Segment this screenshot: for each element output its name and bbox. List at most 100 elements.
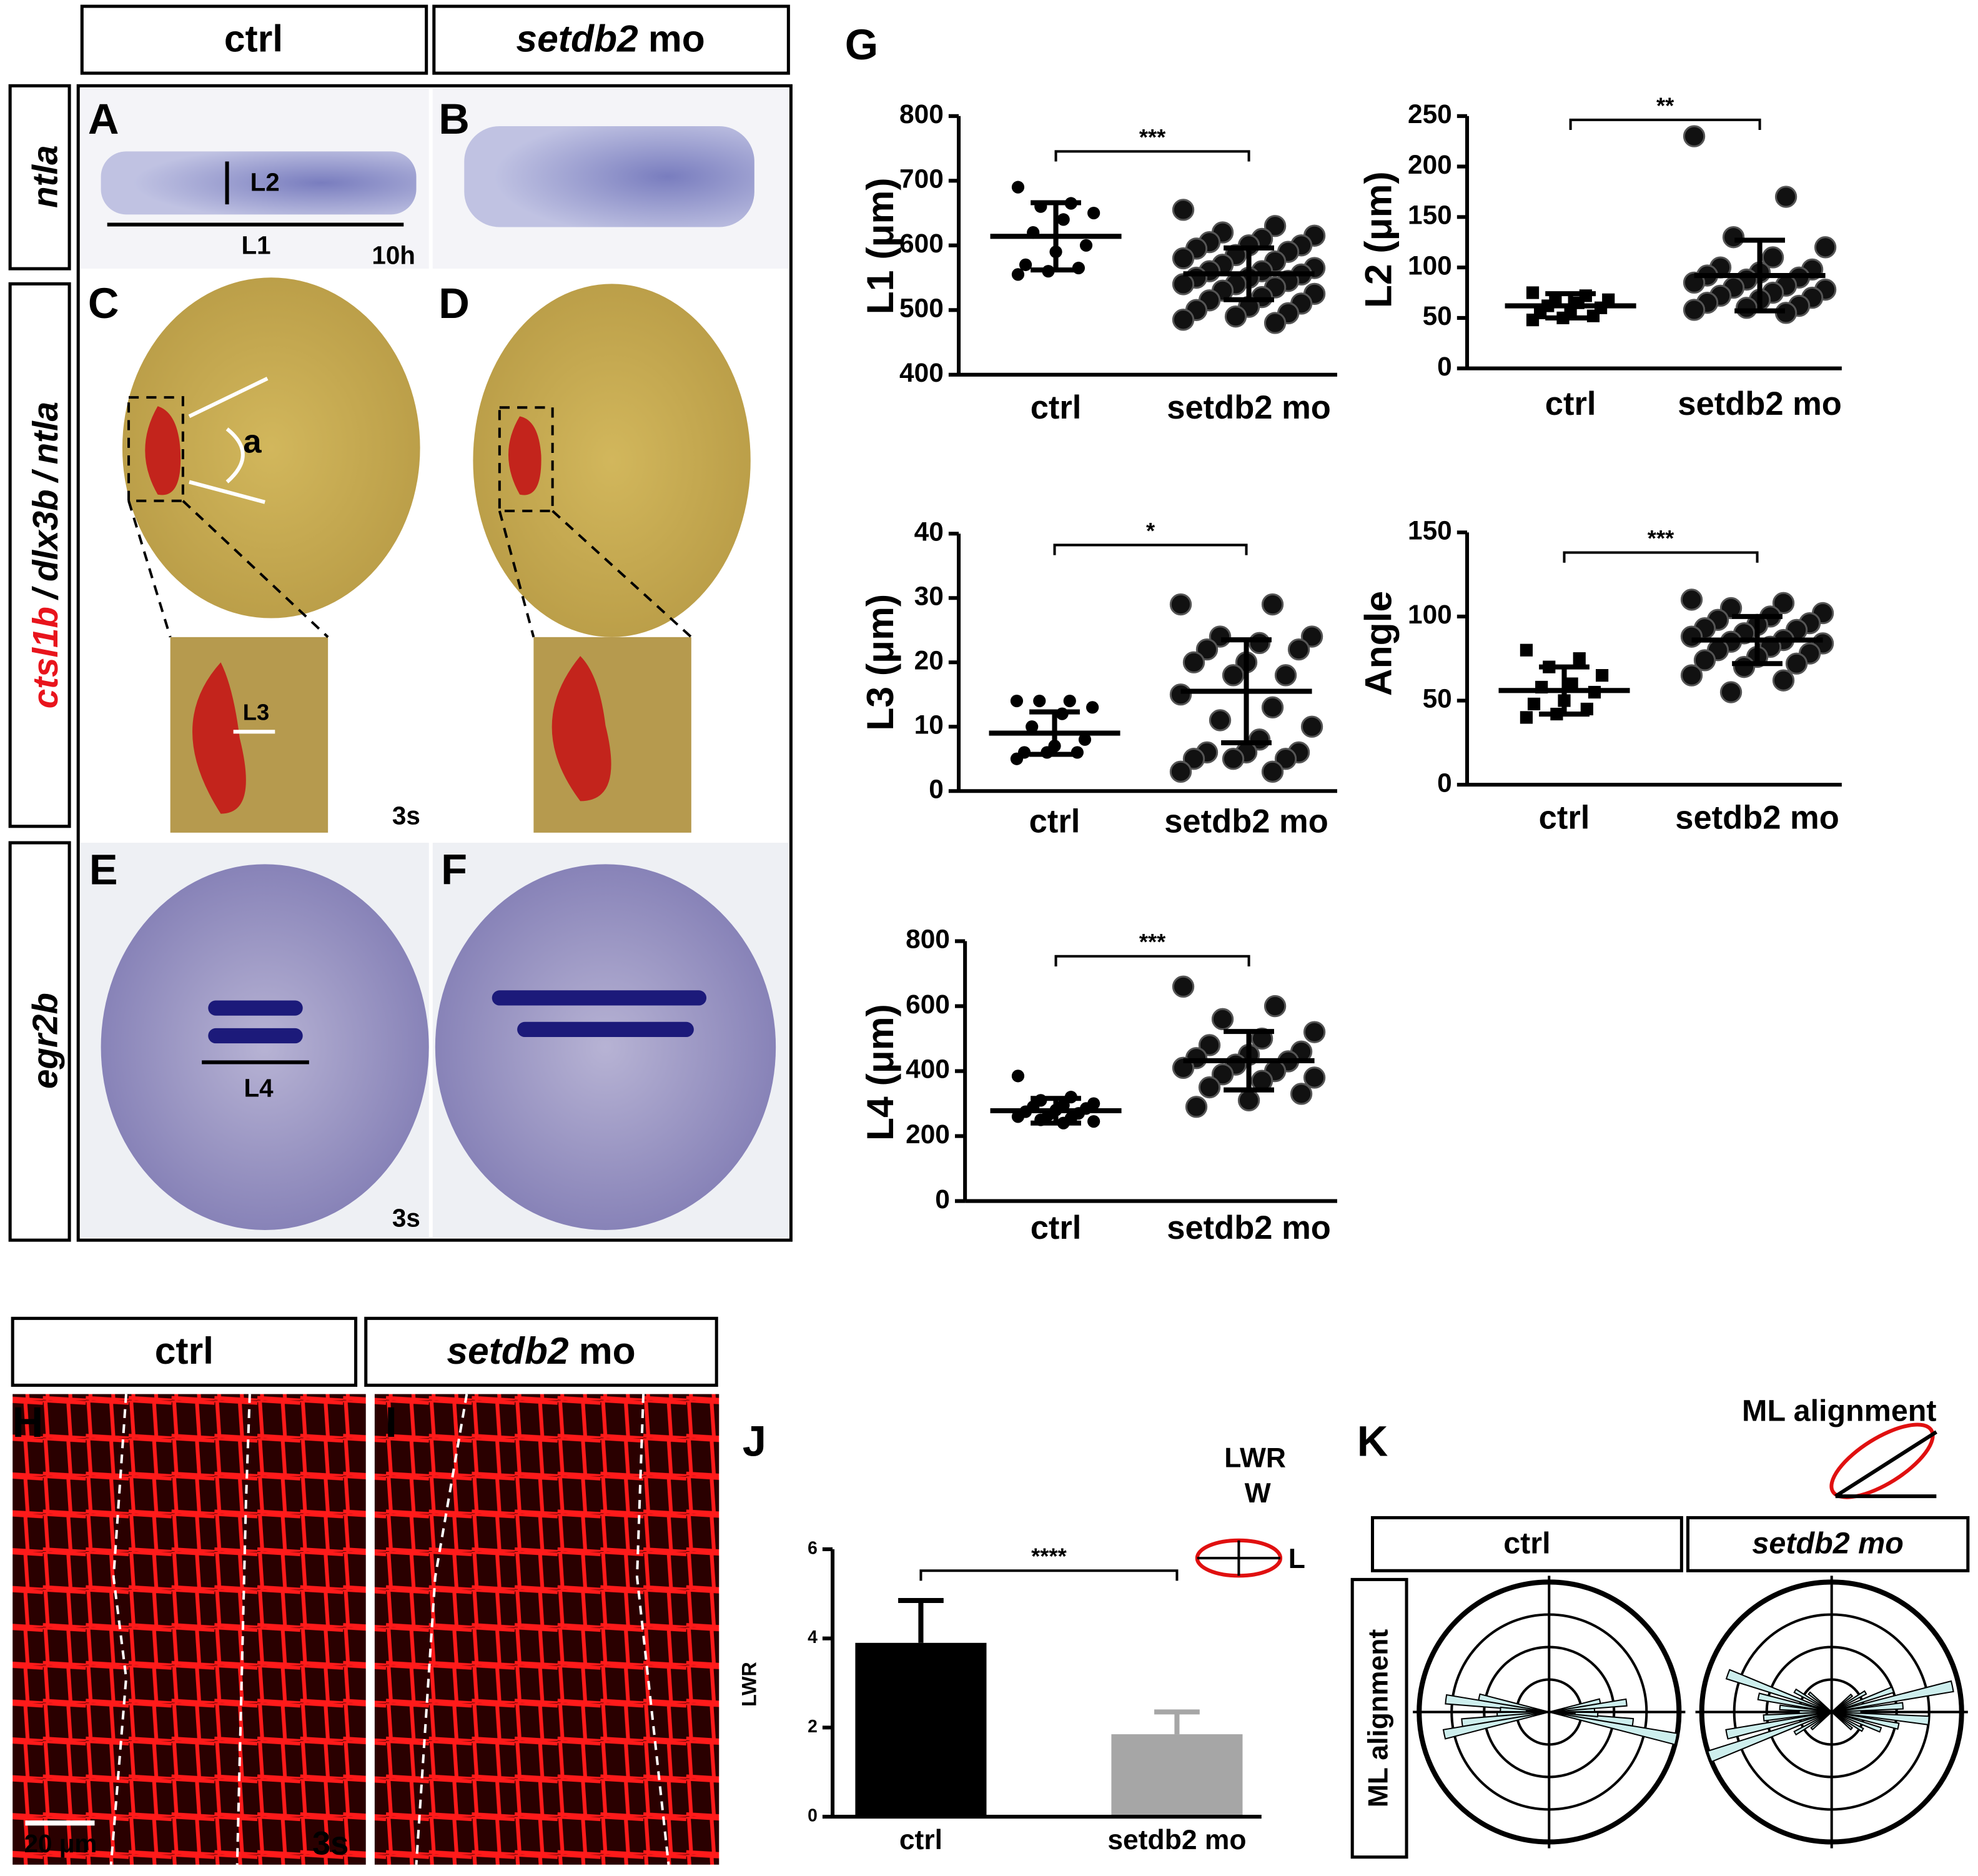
petal: [1810, 1711, 1832, 1731]
dot: [1169, 593, 1192, 616]
label: G: [845, 21, 878, 69]
dot: [1172, 309, 1195, 331]
dot: [1182, 748, 1205, 770]
error-bar: [1545, 291, 1596, 320]
y-axis-title: L3 (μm): [859, 594, 901, 731]
y-tick-label: 200: [1408, 150, 1452, 179]
dot: [1198, 1076, 1221, 1099]
y-tick-label: 30: [914, 581, 944, 610]
rose-title: setdb2 mo: [1752, 1527, 1903, 1561]
significance-bracket: [1563, 551, 1759, 563]
zoom-lines: [127, 396, 693, 638]
dot: [1010, 752, 1024, 765]
suffix: mo: [579, 1329, 636, 1372]
x-tick-label: ctrl: [899, 1825, 942, 1855]
boundary-lines: [109, 1394, 670, 1865]
label: ctrl: [155, 1329, 214, 1372]
label: ctrl: [224, 17, 283, 60]
dot: [1287, 638, 1310, 661]
label: L4: [244, 1074, 274, 1103]
row-label-part: ntla: [26, 402, 65, 465]
header-box: [11, 1316, 358, 1387]
error-bar: [1221, 637, 1272, 746]
header-box: [1370, 1516, 1683, 1572]
y-tick-label: 0: [1437, 352, 1452, 381]
petal: [1831, 1711, 1854, 1731]
dot: [1814, 236, 1837, 259]
petal: [1793, 1688, 1832, 1713]
header-box: [364, 1316, 718, 1387]
dot: [1209, 709, 1232, 732]
inset-l: L: [1288, 1544, 1305, 1574]
bar: [1111, 1734, 1243, 1817]
dot: [1263, 215, 1287, 237]
petal: [1445, 1694, 1550, 1713]
y-tick-label: 2: [808, 1716, 818, 1736]
ml-icon: [1829, 1422, 1935, 1499]
lwr-icon: [1197, 1540, 1281, 1576]
label: B: [438, 95, 470, 143]
petal: [1831, 1711, 1900, 1730]
dot: [1680, 625, 1703, 648]
y-tick-label: 150: [1408, 201, 1452, 230]
x-tick-label: ctrl: [1029, 803, 1080, 840]
dot: [1722, 226, 1745, 249]
x-tick-label: setdb2 mo: [1675, 800, 1839, 836]
y-tick-label: 500: [899, 293, 944, 322]
dot: [1211, 1008, 1234, 1031]
panels-hi: [11, 1316, 1937, 1865]
dot: [1303, 1066, 1326, 1089]
embryo: [464, 126, 754, 227]
petal: [1779, 1704, 1832, 1713]
dot: [1261, 760, 1284, 783]
dot: [1087, 1115, 1100, 1128]
x-tick-label: setdb2 mo: [1167, 389, 1331, 426]
error-bar: [1732, 613, 1783, 667]
dot: [1300, 715, 1323, 738]
y-tick-label: 0: [808, 1805, 818, 1825]
embryo: [122, 277, 420, 618]
y-tick-label: 400: [906, 1055, 950, 1084]
dot: [1733, 655, 1756, 678]
dot: [1198, 1034, 1221, 1056]
label: egr2b: [26, 993, 65, 1089]
petal: [1793, 1711, 1832, 1736]
stain: [508, 416, 541, 495]
embryo: [435, 864, 776, 1231]
error-bar: [1029, 709, 1080, 757]
rose-title: ctrl: [1503, 1527, 1550, 1561]
measure-arrows: [107, 161, 404, 1065]
dot: [1274, 664, 1297, 687]
row-box: [8, 282, 71, 828]
y-tick-label: 10: [914, 710, 944, 739]
dot: [1573, 652, 1586, 665]
petal: [1725, 1669, 1832, 1713]
y-tick-label: 4: [808, 1627, 818, 1647]
dot: [1303, 1021, 1326, 1043]
dot: [1079, 239, 1093, 252]
row-label-part: /: [26, 469, 65, 484]
dot: [1172, 199, 1195, 221]
dot: [1011, 181, 1025, 194]
dot: [1735, 297, 1758, 319]
petal: [1549, 1711, 1599, 1718]
stain: [192, 662, 246, 814]
label: D: [438, 279, 470, 327]
dot: [1263, 995, 1287, 1018]
dot: [1057, 213, 1070, 226]
error-bar: [898, 1597, 944, 1643]
stain: [145, 406, 181, 495]
dot: [1087, 206, 1100, 220]
row-box: [1350, 1577, 1408, 1859]
y-tick-label: 40: [914, 517, 944, 546]
embryo: [101, 864, 429, 1231]
label: ML alignment: [1742, 1394, 1937, 1428]
petal: [1442, 1711, 1550, 1740]
dot: [1224, 305, 1247, 328]
dot: [1169, 683, 1192, 706]
significance: *: [1146, 518, 1155, 543]
error-bar: [1031, 1096, 1081, 1126]
dot: [1019, 258, 1032, 271]
dot: [1596, 669, 1609, 682]
label: K: [1357, 1417, 1388, 1465]
